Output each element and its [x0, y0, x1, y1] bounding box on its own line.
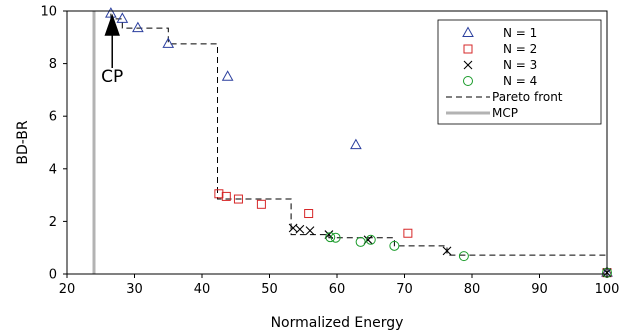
cp-arrow-head: [104, 13, 120, 36]
y-tick-label-1: 0: [49, 268, 57, 283]
cp-annotation: CP: [101, 13, 123, 87]
x-tick-label-2: 30: [126, 282, 143, 297]
legend-label-mcp: MCP: [492, 106, 518, 120]
legend-label-pareto: Pareto front: [492, 90, 563, 104]
series-3-point-6: [442, 246, 452, 256]
legend-label-2: N = 2: [503, 42, 537, 56]
x-axis-title: Normalized Energy: [271, 315, 404, 331]
series-1-point-1: [105, 7, 117, 18]
legend-label-4: N = 4: [503, 74, 537, 88]
legend-symbol-4: [463, 76, 473, 86]
series-3-point-2: [295, 224, 305, 234]
cp-label: CP: [101, 67, 123, 87]
x-tick-label-7: 80: [464, 282, 481, 297]
series-2-point-3: [233, 194, 243, 204]
series-3-point-3: [305, 226, 315, 235]
pareto-front-line: [110, 13, 608, 273]
legend-symbol-1: [462, 26, 474, 37]
series-4-point-3: [355, 236, 366, 247]
legend-symbol-3-stroke-b: [463, 60, 473, 70]
x-tick-label-6: 70: [396, 282, 413, 297]
series-3-point-2-stroke-b: [295, 224, 305, 234]
series-2-point-2: [221, 191, 231, 201]
series-3-point-6-stroke-b: [442, 246, 452, 256]
legend-label-3: N = 3: [503, 58, 537, 72]
y-tick-label-5: 8: [49, 57, 57, 72]
legend-symbol-2: [463, 44, 473, 54]
axis-ticks: 20 30 40 50 60 70 80 90 100 0 2 4 6 8 10: [40, 5, 619, 298]
series-2-point-6: [403, 228, 413, 238]
y-tick-label-6: 10: [40, 5, 57, 20]
y-tick-label-4: 6: [49, 110, 57, 125]
legend-symbol-3: [463, 60, 473, 70]
series-3-point-1: [288, 223, 298, 233]
series-2-point-1: [214, 189, 224, 199]
series-3-point-1-stroke-b: [288, 223, 298, 233]
series-1-point-3: [132, 21, 144, 33]
x-tick-label-8: 90: [531, 282, 548, 297]
legend-label-1: N = 1: [503, 26, 537, 40]
y-tick-label-3: 4: [49, 162, 57, 177]
legend: N = 1 N = 2 N = 3 N = 4 Pareto front MCP: [437, 19, 602, 125]
series-3-point-3-stroke-b: [305, 226, 315, 235]
x-tick-label-5: 60: [329, 282, 346, 297]
x-tick-label-1: 20: [59, 282, 76, 297]
series-1-point-2: [116, 12, 129, 23]
series-4-point-1: [325, 232, 336, 243]
series-4-point-4: [365, 234, 376, 245]
x-tick-label-4: 50: [261, 282, 278, 297]
legend-box: [437, 19, 602, 125]
series-1-point-5: [221, 70, 234, 81]
x-tick-label-9: 100: [595, 282, 620, 297]
x-tick-label-3: 40: [194, 282, 211, 297]
pareto-front-layer: [110, 13, 608, 273]
series-1-point-6: [350, 138, 362, 150]
series-4-point-5: [389, 240, 400, 251]
series-4-point-2: [330, 232, 341, 243]
series-2-point-5: [304, 209, 314, 219]
data-points-layer: [105, 7, 613, 278]
series-2-point-4: [256, 199, 266, 209]
series-1-point-4: [162, 37, 175, 48]
series-4-point-6: [458, 251, 469, 262]
y-tick-label-2: 2: [49, 215, 57, 230]
y-axis-title: BD-BR: [15, 120, 31, 165]
